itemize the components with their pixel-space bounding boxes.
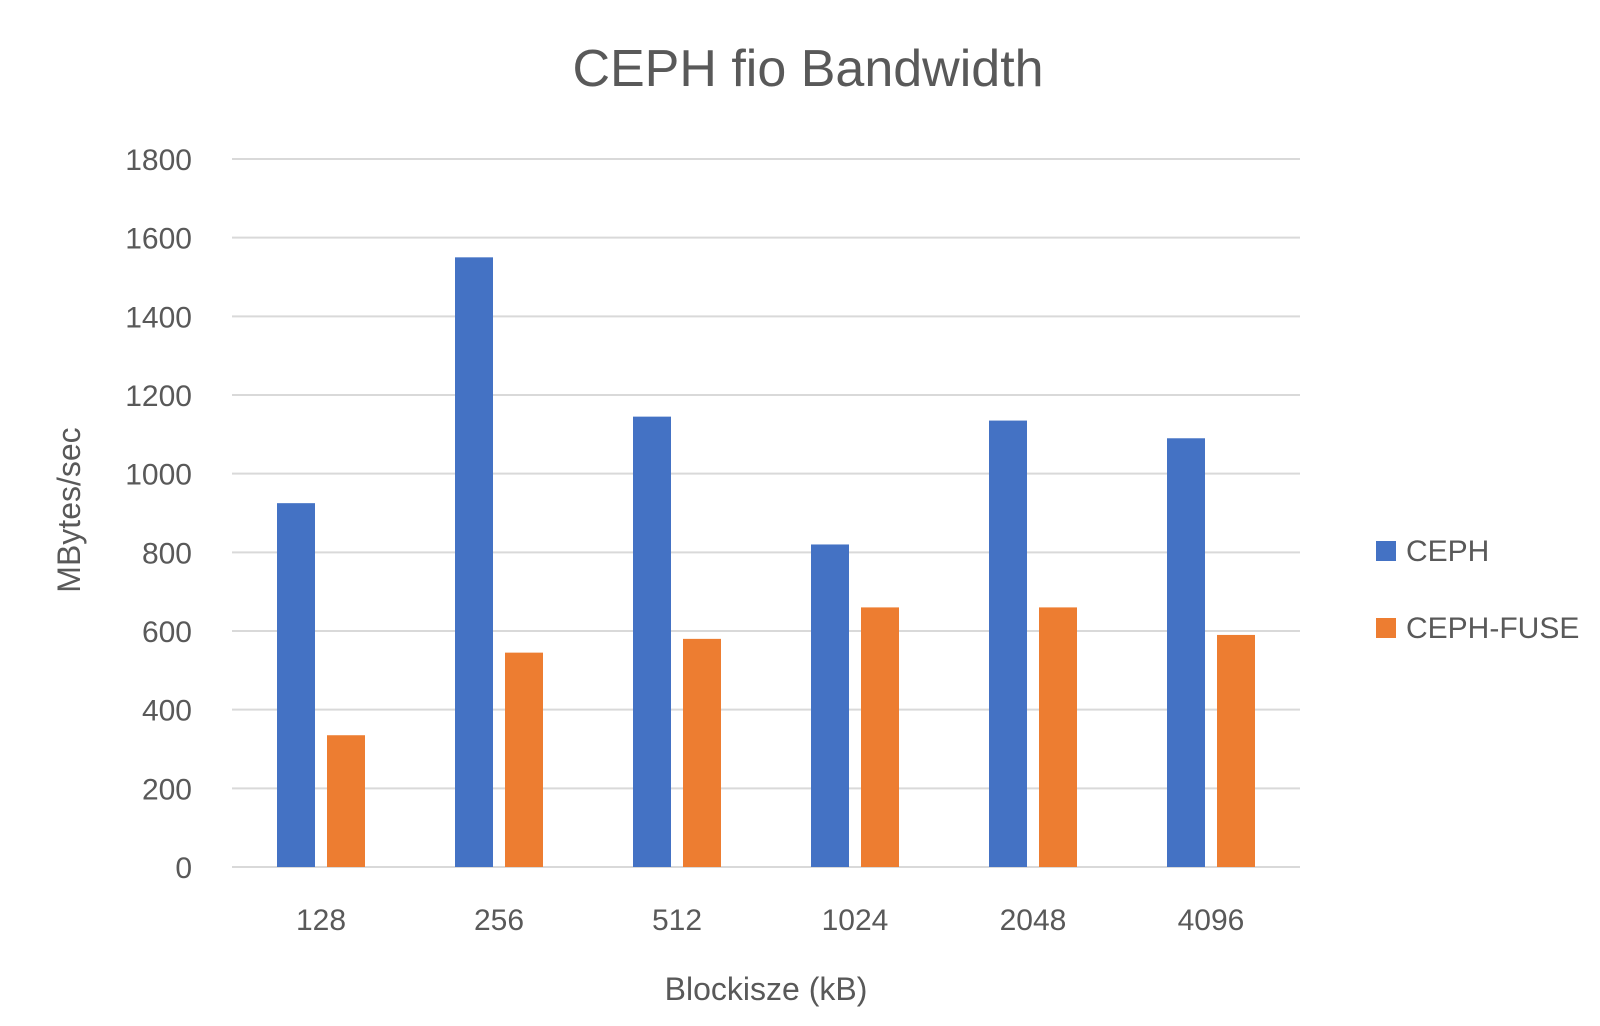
legend-label: CEPH-FUSE <box>1406 612 1579 645</box>
x-tick-label: 4096 <box>1178 904 1245 937</box>
bar-ceph-256 <box>455 257 493 867</box>
y-tick-label: 600 <box>142 616 192 649</box>
bar-ceph-fuse-4096 <box>1217 634 1255 867</box>
bar-ceph-fuse-2048 <box>1039 607 1077 867</box>
x-tick-label: 128 <box>296 904 346 937</box>
legend-swatch-ceph <box>1376 541 1396 561</box>
y-tick-label: 1600 <box>125 223 192 256</box>
y-tick-label: 0 <box>175 852 192 885</box>
legend: CEPH CEPH-FUSE <box>1376 535 1579 645</box>
chart-title: CEPH fio Bandwidth <box>572 40 1043 98</box>
y-tick-label: 1400 <box>125 301 192 334</box>
legend-swatch-ceph-fuse <box>1376 618 1396 638</box>
legend-label: CEPH <box>1406 535 1489 568</box>
y-tick-label: 1800 <box>125 144 192 177</box>
bar-ceph-fuse-128 <box>327 735 365 867</box>
y-tick-label: 200 <box>142 773 192 806</box>
bar-ceph-512 <box>633 416 671 867</box>
x-tick-label: 2048 <box>1000 904 1067 937</box>
y-tick-label: 400 <box>142 695 192 728</box>
x-tick-label: 512 <box>652 904 702 937</box>
bar-ceph-1024 <box>811 544 849 867</box>
x-axis-ticks: 128 256 512 1024 2048 4096 <box>296 904 1244 937</box>
y-tick-label: 800 <box>142 537 192 570</box>
y-tick-label: 1000 <box>125 459 192 492</box>
x-tick-label: 1024 <box>822 904 889 937</box>
bars <box>277 257 1255 867</box>
bar-ceph-fuse-1024 <box>861 607 899 867</box>
bar-ceph-4096 <box>1167 438 1205 867</box>
bar-ceph-128 <box>277 503 315 867</box>
y-tick-label: 1200 <box>125 380 192 413</box>
x-axis-title: Blockisze (kB) <box>665 971 868 1007</box>
gridlines <box>232 158 1300 868</box>
x-tick-label: 256 <box>474 904 524 937</box>
y-axis-title: MBytes/sec <box>51 427 87 592</box>
y-axis-ticks: 0 200 400 600 800 1000 1200 1400 1600 1800 <box>125 144 192 885</box>
bar-ceph-fuse-512 <box>683 638 721 867</box>
bar-ceph-fuse-256 <box>505 652 543 867</box>
bar-ceph-2048 <box>989 420 1027 867</box>
